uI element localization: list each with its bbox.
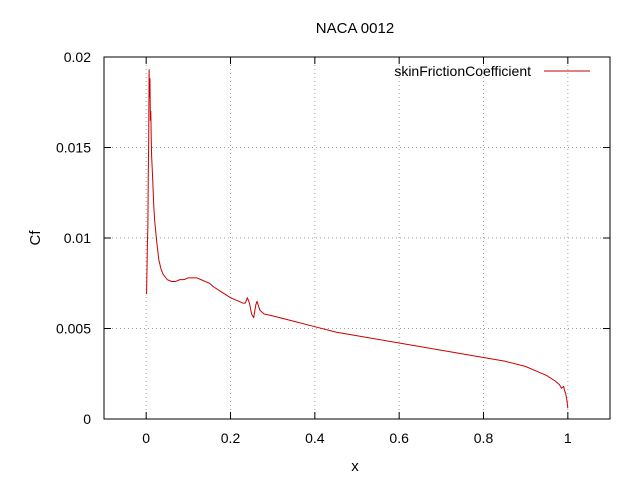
y-tick-label: 0	[83, 411, 91, 427]
series-line	[146, 69, 569, 409]
ticks: 0 0.2 0.4 0.6 0.8 1 0 0.005 0.01 0.015 0.02	[56, 49, 610, 446]
x-tick-label: 0.6	[389, 430, 409, 446]
series-layer	[146, 69, 569, 409]
x-tick-label: 0.4	[305, 430, 325, 446]
y-tick-label: 0.02	[64, 49, 91, 65]
chart-title: NACA 0012	[316, 20, 394, 37]
legend: skinFrictionCoefficient	[394, 63, 590, 79]
x-tick-label: 0.2	[221, 430, 241, 446]
legend-label: skinFrictionCoefficient	[394, 63, 531, 79]
y-tick-label: 0.015	[56, 140, 91, 156]
x-tick-label: 0.8	[474, 430, 494, 446]
plot-frame	[103, 56, 611, 420]
x-tick-label: 0	[142, 430, 150, 446]
y-axis-title: Cf	[27, 230, 44, 246]
x-axis-title: x	[351, 458, 359, 475]
y-tick-label: 0.005	[56, 321, 91, 337]
y-tick-label: 0.01	[64, 230, 91, 246]
x-tick-label: 1	[564, 430, 572, 446]
